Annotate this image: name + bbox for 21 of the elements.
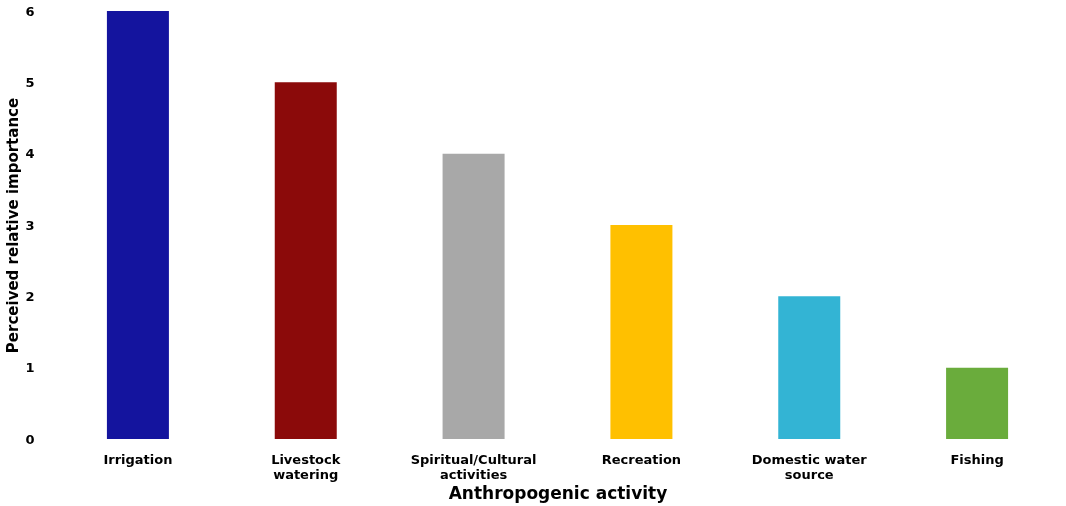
x-tick-label: Irrigation	[103, 451, 173, 467]
bar	[274, 82, 337, 439]
y-tick-label: 4	[25, 146, 35, 162]
x-tick-label: Fishing	[950, 451, 1004, 467]
bar	[106, 11, 169, 439]
x-tick-label: Livestock watering	[271, 451, 341, 482]
x-tick-label: Spiritual/Cultural activities	[410, 451, 537, 482]
y-tick-label: 1	[25, 360, 35, 376]
bar	[442, 153, 505, 439]
x-tick-label: Domestic water source	[751, 451, 868, 482]
y-axis-title: Perceived relative importance	[4, 97, 23, 354]
bar	[610, 225, 673, 439]
bar	[778, 296, 841, 439]
y-tick-label: 6	[25, 3, 35, 19]
y-tick-label: 2	[25, 288, 35, 304]
y-tick-label: 0	[25, 431, 35, 447]
bar	[946, 367, 1009, 439]
y-tick-label: 3	[25, 217, 35, 233]
x-axis-title: Anthropogenic activity	[448, 482, 668, 503]
x-tick-label: Recreation	[601, 451, 682, 467]
y-tick-label: 5	[25, 74, 35, 90]
